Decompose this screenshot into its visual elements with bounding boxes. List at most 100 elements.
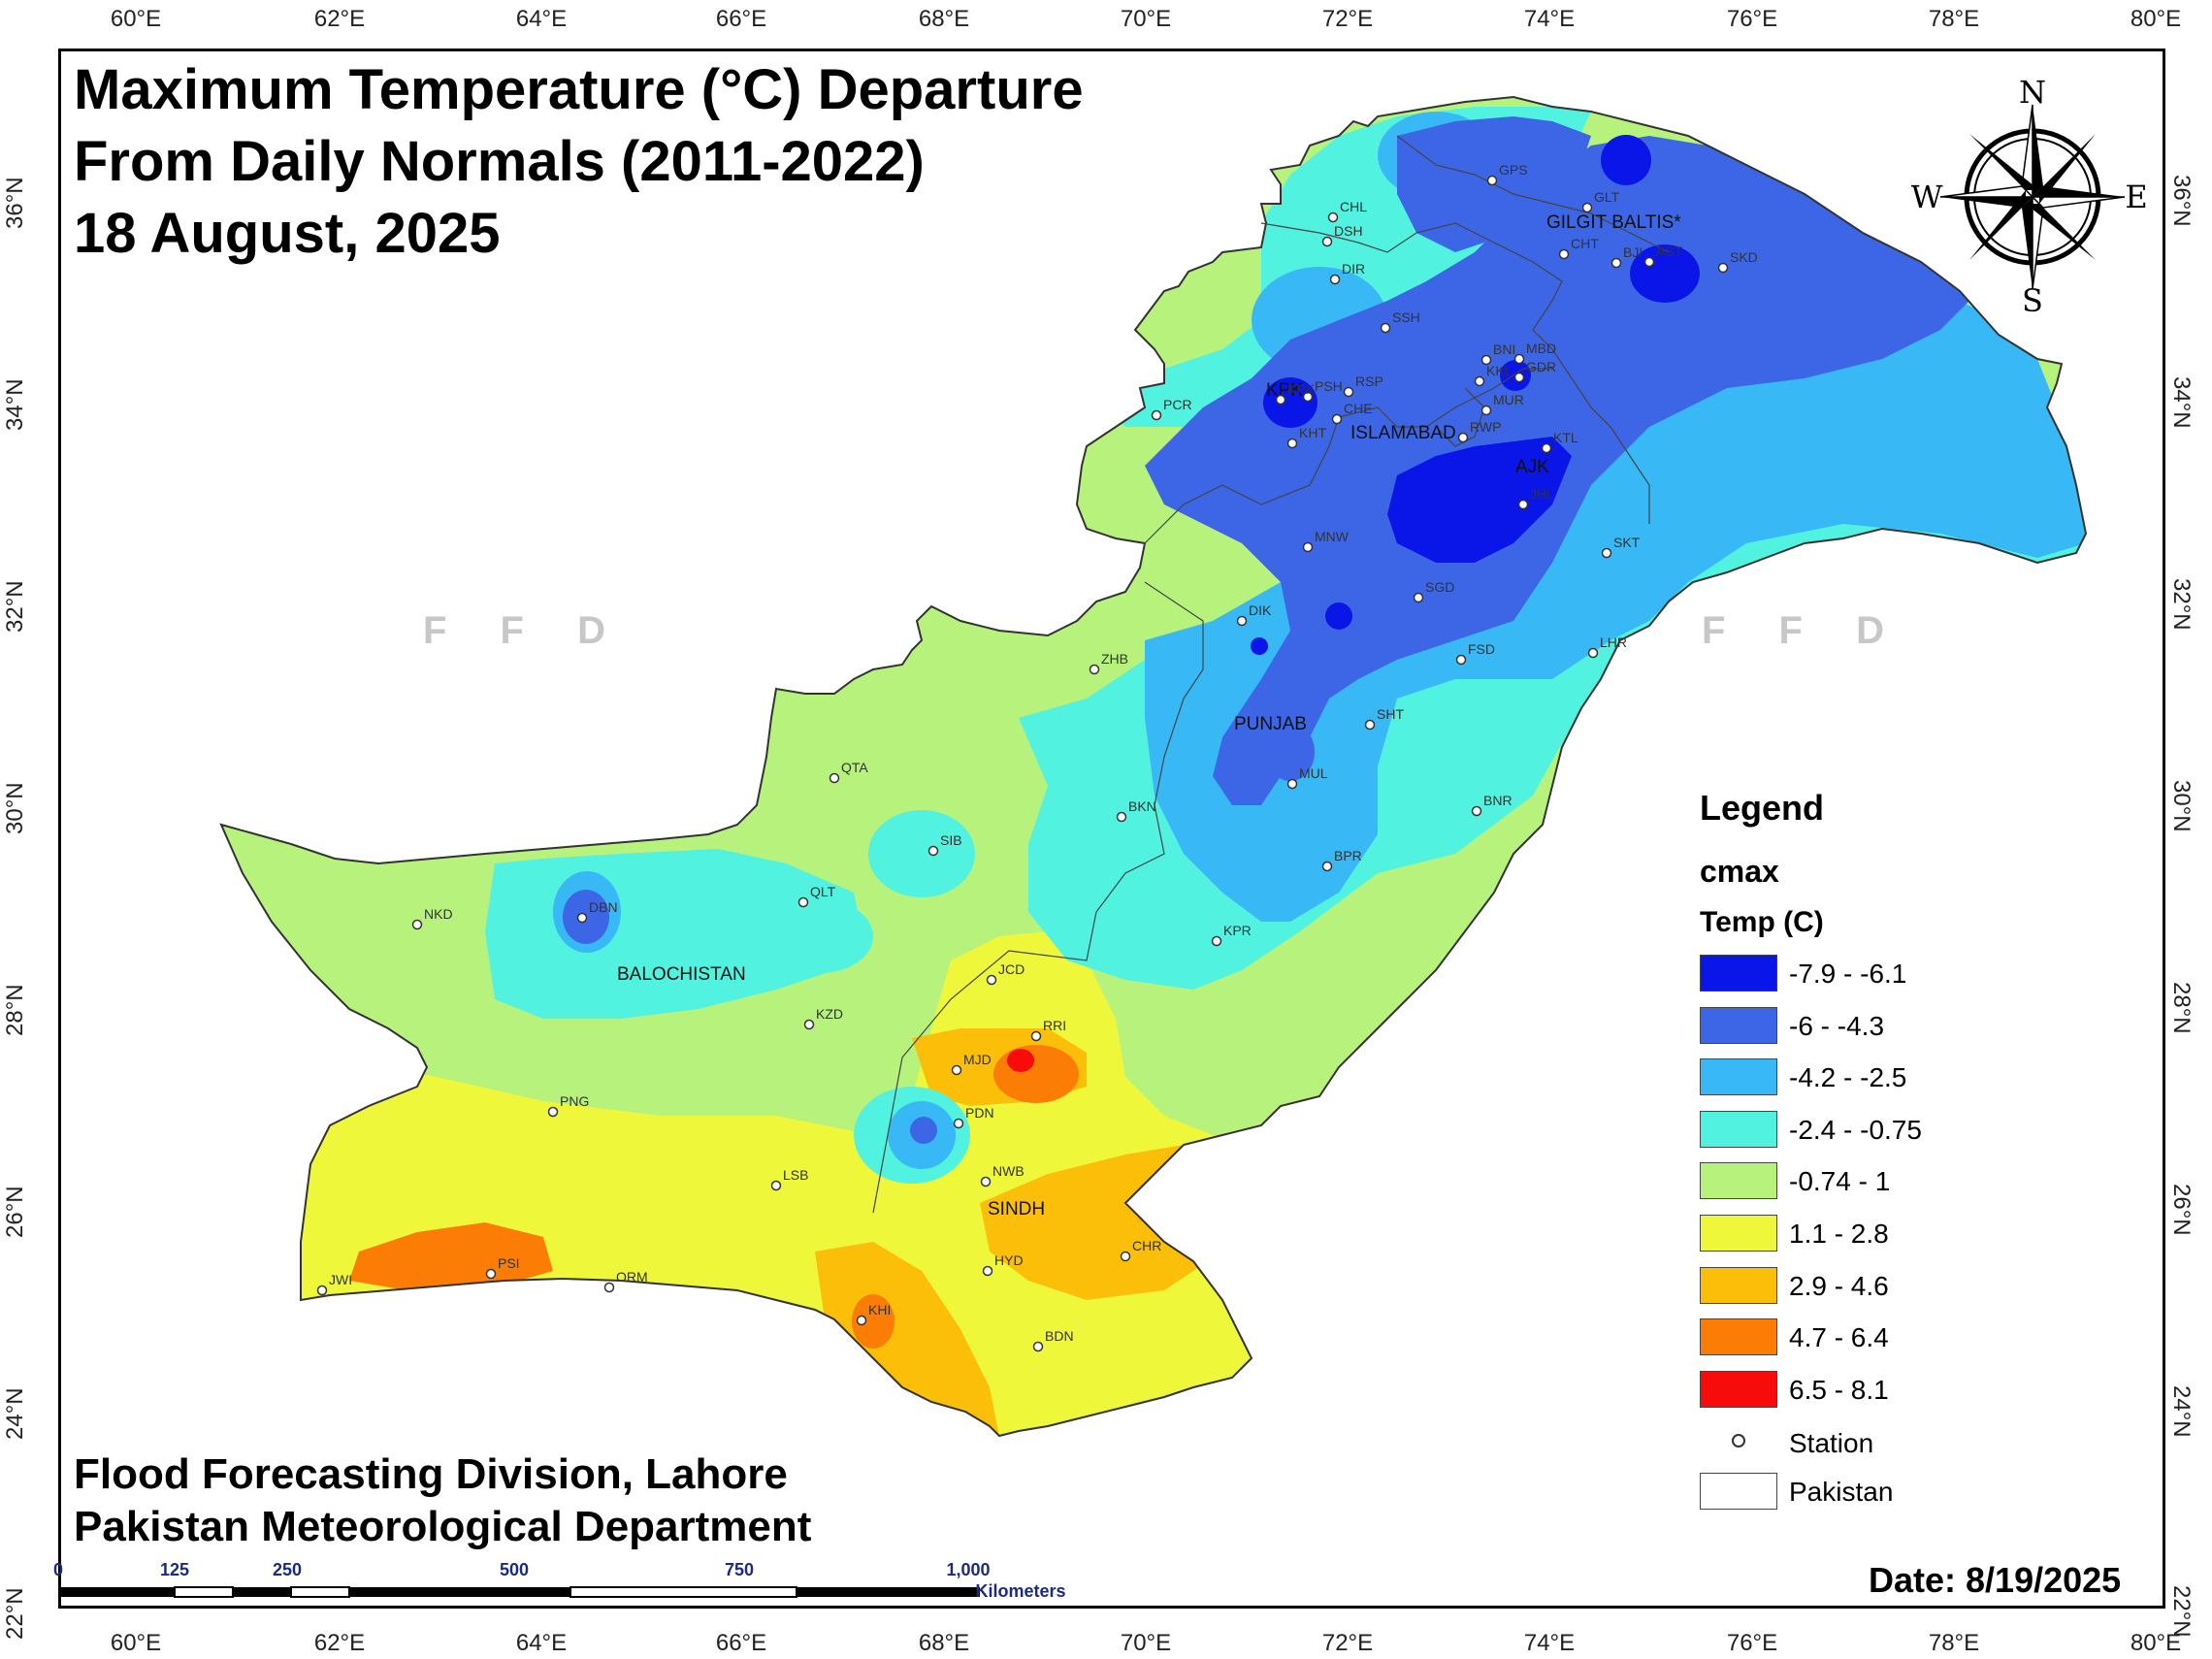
station-dot xyxy=(576,912,588,924)
station-dot xyxy=(829,772,840,784)
station-marker: PCR xyxy=(1151,397,1192,421)
station-dot xyxy=(1471,805,1482,817)
region-label-sindh: SINDH xyxy=(988,1199,1045,1220)
lon-tick-bottom: 68°E xyxy=(918,1630,970,1656)
lon-tick-top: 66°E xyxy=(715,6,767,32)
station-label: MJD xyxy=(963,1052,992,1067)
class-orange xyxy=(815,1242,999,1436)
station-marker: MNW xyxy=(1302,529,1350,553)
station-dot xyxy=(1089,664,1100,675)
station-label: BKN xyxy=(1128,798,1156,814)
station-label: BDN xyxy=(1045,1328,1074,1344)
station-dot xyxy=(1120,1251,1131,1262)
compass-n: N xyxy=(2019,76,2046,111)
class-medium-blue xyxy=(910,1117,937,1144)
station-marker: SKT xyxy=(1601,535,1641,559)
class-light-blue xyxy=(1145,291,2086,922)
station-marker: QLT xyxy=(797,884,836,908)
station-label: KTL xyxy=(1553,430,1578,445)
scale-unit: Kilometers xyxy=(975,1581,1066,1601)
station-dot xyxy=(411,919,423,930)
class-medium-blue xyxy=(1266,723,1315,781)
station-marker: KTL xyxy=(1541,430,1578,454)
station-marker: CHE xyxy=(1331,401,1373,425)
legend-swatch xyxy=(1700,1162,1777,1200)
station-label: DSH xyxy=(1334,223,1363,239)
station-marker: CHT xyxy=(1558,236,1599,260)
station-marker: GDR xyxy=(1513,359,1556,383)
station-dot xyxy=(927,845,939,857)
station-marker: GLT xyxy=(1581,189,1620,213)
station-dot xyxy=(980,1176,992,1187)
station-dot xyxy=(1286,778,1298,790)
station-label: PCR xyxy=(1163,397,1192,412)
compass-s: S xyxy=(2022,282,2043,318)
scale-label: 125 xyxy=(159,1560,190,1579)
station-label: CHE xyxy=(1344,401,1373,416)
lon-tick-top: 70°E xyxy=(1120,6,1172,32)
station-dot xyxy=(1030,1030,1042,1042)
station-marker: KZD xyxy=(803,1006,843,1030)
station-label: LHR xyxy=(1600,634,1627,650)
map-title-line-2: From Daily Normals (2011-2022) xyxy=(74,130,925,193)
station-dot xyxy=(1327,211,1339,223)
station-dot xyxy=(797,896,809,908)
class-red xyxy=(1007,1049,1034,1072)
station-label: MNW xyxy=(1315,529,1350,544)
legend-swatch xyxy=(1700,1318,1777,1356)
station-marker: SGD xyxy=(1413,579,1454,603)
scale-label: 250 xyxy=(272,1560,303,1579)
station-marker: BDN xyxy=(1032,1328,1074,1352)
station-label: GDR xyxy=(1526,359,1556,374)
lon-tick-bottom: 70°E xyxy=(1120,1630,1172,1656)
station-label: PDN xyxy=(965,1105,994,1121)
station-dot xyxy=(1286,438,1298,449)
station-marker: MBD xyxy=(1513,341,1556,365)
lon-tick-top: 80°E xyxy=(2130,6,2182,32)
lon-tick-bottom: 78°E xyxy=(1928,1630,1980,1656)
station-dot xyxy=(1457,432,1469,443)
legend-layer-name: cmax xyxy=(1700,854,1779,889)
station-label: JCD xyxy=(998,961,1025,977)
station-marker: RRI xyxy=(1030,1018,1066,1042)
station-dot xyxy=(1364,719,1376,731)
lon-tick-bottom: 80°E xyxy=(2130,1630,2182,1656)
station-marker: DIK xyxy=(1236,602,1272,627)
station-marker: BKN xyxy=(1116,798,1156,823)
region-label-kpk: KPK xyxy=(1266,380,1303,401)
station-marker: JWI xyxy=(316,1272,352,1296)
station-marker: KPK xyxy=(1275,381,1316,406)
station-marker: DIR xyxy=(1329,261,1365,285)
station-label: NKD xyxy=(424,906,453,922)
scale-bar-graphic xyxy=(58,1586,980,1598)
station-label: JHL xyxy=(1530,486,1554,502)
station-label: KZD xyxy=(816,1006,843,1022)
station-marker: DBN xyxy=(576,899,618,924)
region-label-islamabad: ISLAMABAD xyxy=(1350,423,1456,443)
station-marker: HYD xyxy=(982,1252,1024,1277)
legend-title: Legend xyxy=(1700,788,1825,828)
station-label: DBN xyxy=(589,899,618,915)
station-dot xyxy=(603,1282,615,1293)
class-dark-orange xyxy=(993,1045,1079,1103)
station-dot xyxy=(1643,256,1655,268)
station-marker: SSH xyxy=(1380,309,1420,334)
station-label: BNR xyxy=(1483,793,1513,808)
station-label: HYD xyxy=(994,1252,1024,1268)
station-marker: BJI xyxy=(1610,244,1643,269)
station-label: AST xyxy=(1656,244,1683,259)
station-dot xyxy=(1513,353,1525,365)
station-dot xyxy=(1717,262,1729,274)
station-dot xyxy=(803,1019,815,1030)
station-label: QLT xyxy=(810,884,836,899)
station-label: DIK xyxy=(1249,602,1272,618)
station-label: PSH xyxy=(1315,378,1343,394)
province-boundaries xyxy=(872,135,1670,1214)
legend-swatch xyxy=(1700,1110,1777,1148)
station-label: RWP xyxy=(1470,419,1501,435)
legend-field-name: Temp (C) xyxy=(1700,906,1824,938)
lon-tick-top: 78°E xyxy=(1928,6,1980,32)
station-dot xyxy=(1302,541,1314,553)
station-dot xyxy=(1480,354,1492,366)
lon-tick-bottom: 74°E xyxy=(1523,1630,1576,1656)
